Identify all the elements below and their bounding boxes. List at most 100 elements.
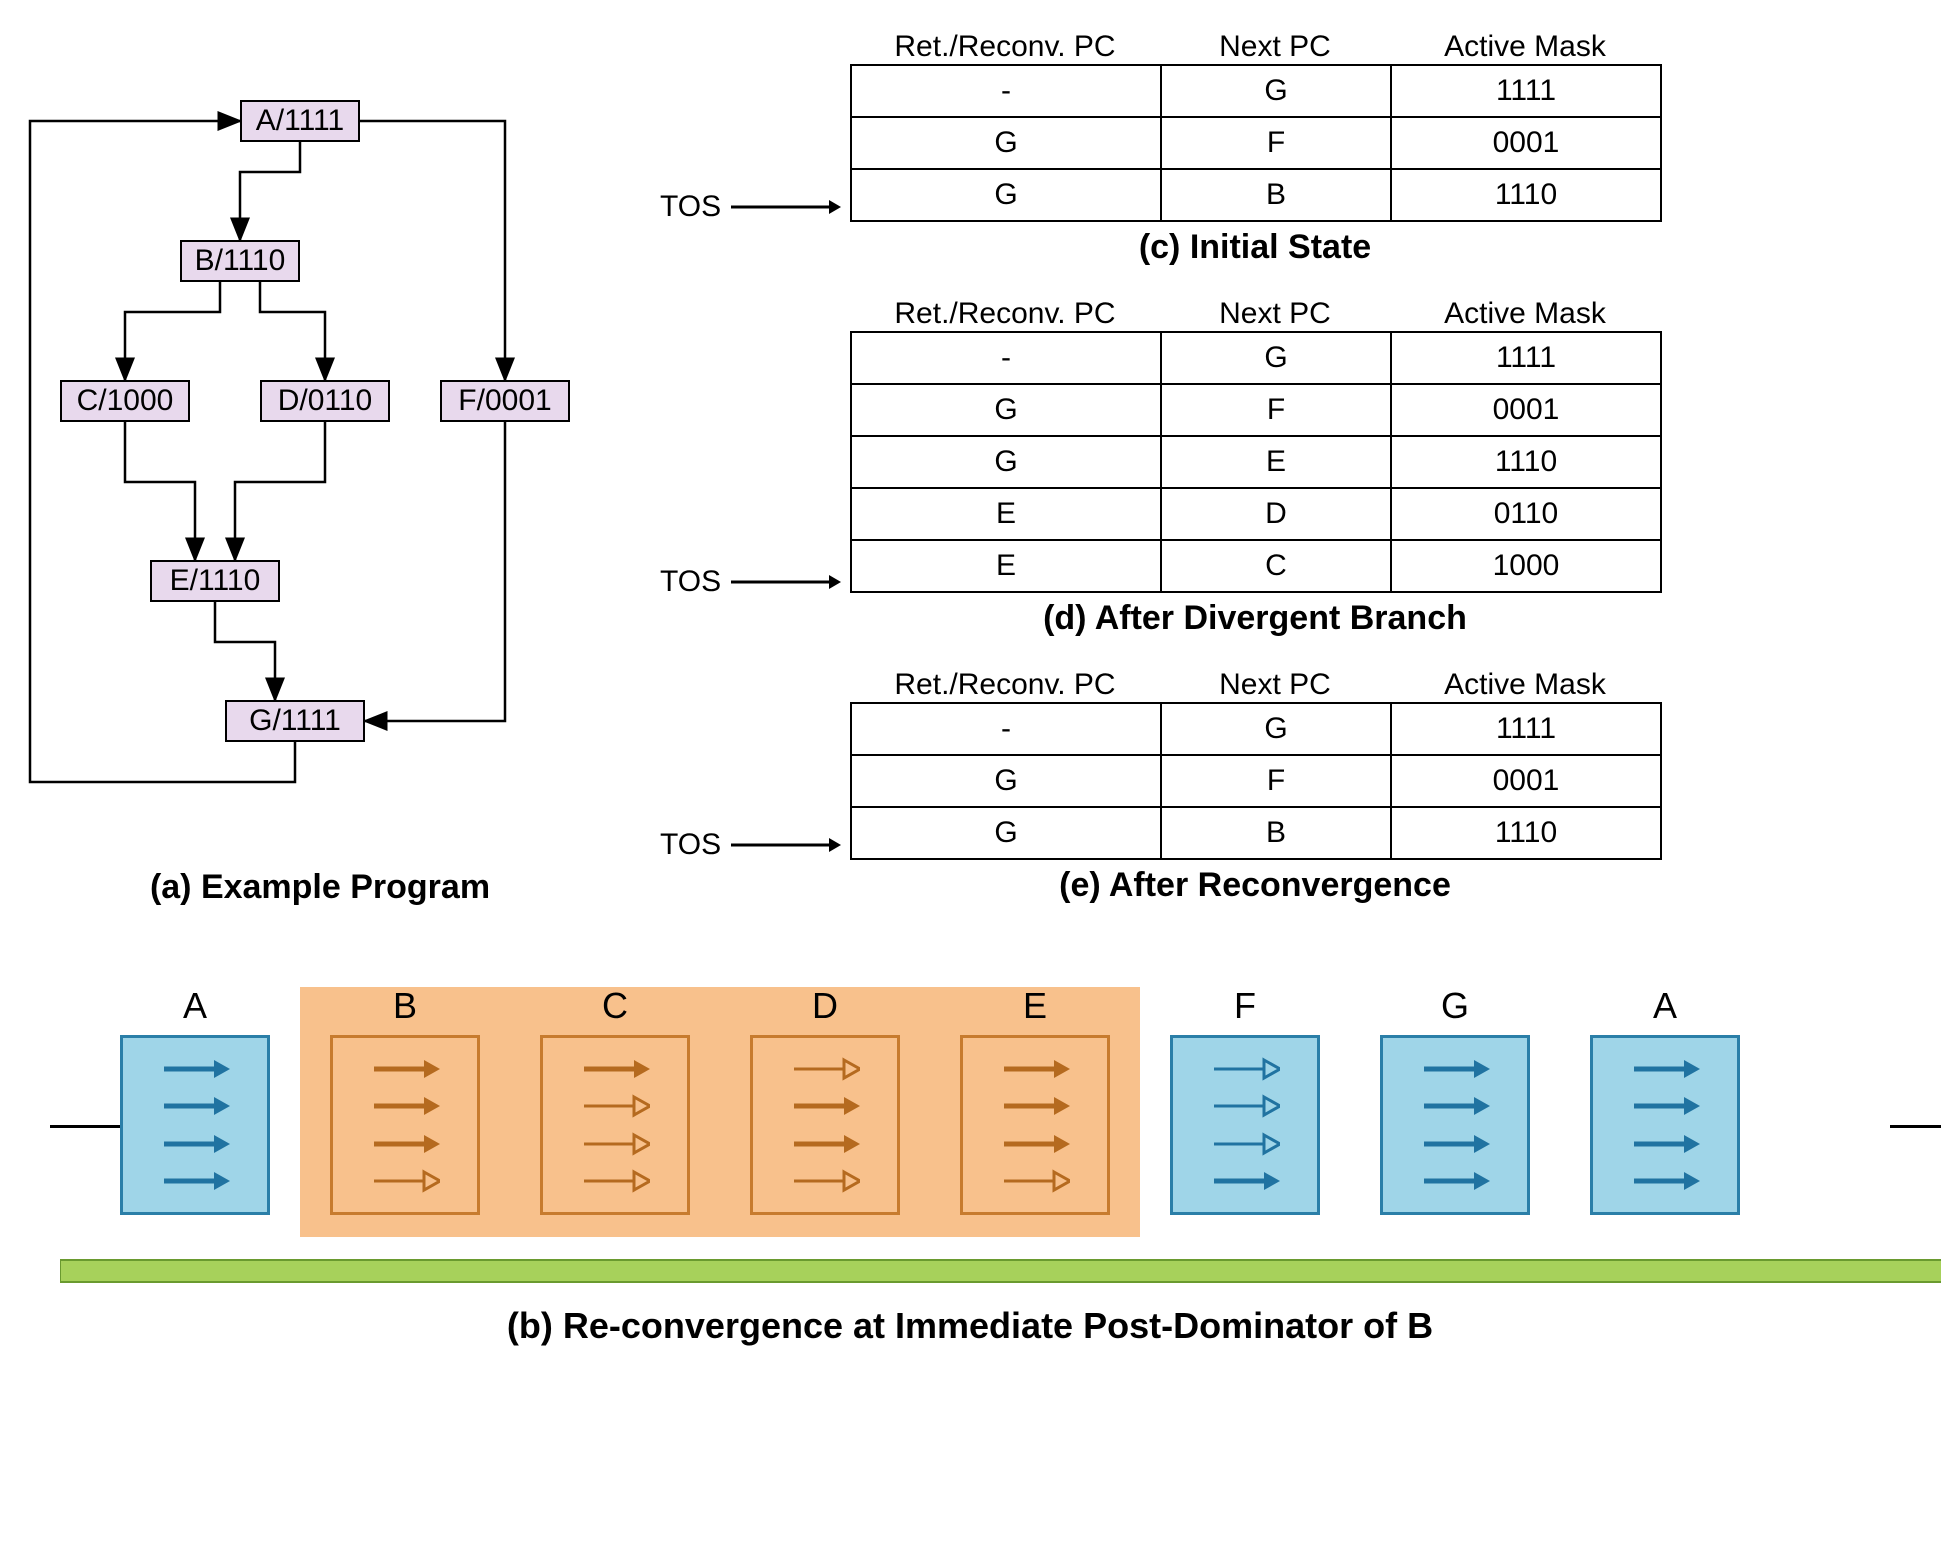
cell-reconv-pc: -: [851, 65, 1161, 117]
cell-reconv-pc: -: [851, 703, 1161, 755]
timeline-block: [750, 1035, 900, 1215]
table-row: GF0001: [851, 755, 1661, 807]
flow-node-E: E/1110: [150, 560, 280, 602]
thread-arrow-icon: [790, 1132, 860, 1156]
thread-lane: [333, 1167, 477, 1195]
tos-indicator: TOS: [660, 565, 841, 599]
cell-next-pc: G: [1161, 332, 1391, 384]
thread-lane: [1593, 1055, 1737, 1083]
thread-arrow-icon: [1630, 1094, 1700, 1118]
thread-arrow-icon: [1210, 1169, 1280, 1193]
thread-arrow-icon: [1000, 1094, 1070, 1118]
tos-arrow-icon: [731, 195, 841, 219]
thread-lane: [123, 1130, 267, 1158]
timeline-letter: G: [1380, 985, 1530, 1027]
table-row: EC1000: [851, 540, 1661, 592]
timeline-block: [330, 1035, 480, 1215]
timeline-block: [960, 1035, 1110, 1215]
thread-lane: [1383, 1130, 1527, 1158]
table-row: GB1110: [851, 169, 1661, 221]
thread-arrow-icon: [1000, 1132, 1070, 1156]
thread-lane: [753, 1167, 897, 1195]
thread-arrow-icon: [160, 1057, 230, 1081]
thread-lane: [753, 1055, 897, 1083]
table-caption: (e) After Reconvergence: [850, 866, 1660, 905]
diagram-container: A/1111B/1110C/1000D/0110E/1110F/0001G/11…: [20, 20, 1920, 1347]
thread-lane: [123, 1167, 267, 1195]
cell-reconv-pc: G: [851, 436, 1161, 488]
flow-node-F: F/0001: [440, 380, 570, 422]
header-active-mask: Active Mask: [1390, 668, 1660, 702]
thread-arrow-icon: [1210, 1132, 1280, 1156]
table-row: GB1110: [851, 807, 1661, 859]
table-row: GF0001: [851, 117, 1661, 169]
table-row: -G1111: [851, 703, 1661, 755]
thread-lane: [123, 1055, 267, 1083]
cell-reconv-pc: G: [851, 117, 1161, 169]
thread-arrow-icon: [160, 1094, 230, 1118]
stack-rows: -G1111GF0001GB1110: [850, 702, 1662, 860]
thread-arrow-icon: [580, 1132, 650, 1156]
thread-arrow-icon: [1630, 1132, 1700, 1156]
header-active-mask: Active Mask: [1390, 297, 1660, 331]
tos-text: TOS: [660, 565, 721, 599]
timeline-left-connector: [50, 1125, 120, 1128]
top-section: A/1111B/1110C/1000D/0110E/1110F/0001G/11…: [20, 20, 1920, 935]
timeline-letter: B: [330, 985, 480, 1027]
cell-next-pc: B: [1161, 807, 1391, 859]
cell-reconv-pc: G: [851, 755, 1161, 807]
thread-lane: [963, 1055, 1107, 1083]
thread-arrow-icon: [1420, 1132, 1490, 1156]
thread-arrow-icon: [370, 1132, 440, 1156]
cell-active-mask: 1111: [1391, 703, 1661, 755]
thread-lane: [543, 1092, 687, 1120]
thread-lane: [543, 1130, 687, 1158]
flowchart-caption: (a) Example Program: [20, 868, 620, 907]
timeline-letter: A: [120, 985, 270, 1027]
cell-next-pc: B: [1161, 169, 1391, 221]
thread-lane: [1173, 1167, 1317, 1195]
stack-table-d: Ret./Reconv. PCNext PCActive Mask-G1111G…: [660, 297, 1920, 638]
thread-lane: [1173, 1130, 1317, 1158]
table-headers: Ret./Reconv. PCNext PCActive Mask: [850, 30, 1920, 64]
stack-rows: -G1111GF0001GB1110: [850, 64, 1662, 222]
stack-table-e: Ret./Reconv. PCNext PCActive Mask-G1111G…: [660, 668, 1920, 905]
tos-arrow-icon: [731, 570, 841, 594]
thread-arrow-icon: [1630, 1169, 1700, 1193]
cell-active-mask: 1110: [1391, 169, 1661, 221]
header-active-mask: Active Mask: [1390, 30, 1660, 64]
cell-reconv-pc: -: [851, 332, 1161, 384]
thread-arrow-icon: [370, 1094, 440, 1118]
cell-reconv-pc: E: [851, 540, 1161, 592]
timeline-block: [1380, 1035, 1530, 1215]
thread-lane: [1593, 1167, 1737, 1195]
thread-arrow-icon: [580, 1057, 650, 1081]
flow-node-D: D/0110: [260, 380, 390, 422]
tos-text: TOS: [660, 828, 721, 862]
thread-arrow-icon: [1210, 1057, 1280, 1081]
table-row: -G1111: [851, 65, 1661, 117]
thread-lane: [1383, 1092, 1527, 1120]
thread-arrow-icon: [370, 1057, 440, 1081]
thread-arrow-icon: [1420, 1057, 1490, 1081]
header-reconv-pc: Ret./Reconv. PC: [850, 297, 1160, 331]
thread-arrow-icon: [160, 1169, 230, 1193]
tos-text: TOS: [660, 190, 721, 224]
timeline-block: [1170, 1035, 1320, 1215]
flow-node-A: A/1111: [240, 100, 360, 142]
flowchart-area: A/1111B/1110C/1000D/0110E/1110F/0001G/11…: [20, 20, 620, 935]
thread-lane: [963, 1167, 1107, 1195]
cell-active-mask: 1111: [1391, 332, 1661, 384]
table-caption: (c) Initial State: [850, 228, 1660, 267]
cell-active-mask: 0001: [1391, 755, 1661, 807]
thread-arrow-icon: [1210, 1094, 1280, 1118]
cell-reconv-pc: G: [851, 384, 1161, 436]
table-headers: Ret./Reconv. PCNext PCActive Mask: [850, 668, 1920, 702]
timeline: ABCDEFGATime: [20, 975, 1880, 1295]
thread-lane: [543, 1167, 687, 1195]
cell-reconv-pc: G: [851, 169, 1161, 221]
timeline-letter: A: [1590, 985, 1740, 1027]
cell-next-pc: C: [1161, 540, 1391, 592]
cell-next-pc: F: [1161, 384, 1391, 436]
cell-active-mask: 1000: [1391, 540, 1661, 592]
